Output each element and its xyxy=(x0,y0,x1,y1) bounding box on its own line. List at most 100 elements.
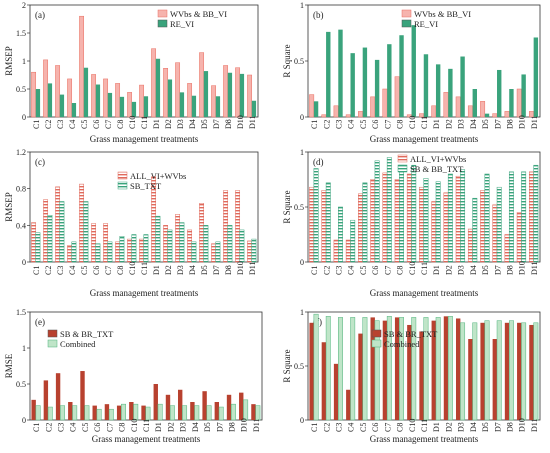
y-axis-label: RMSEP xyxy=(4,192,14,222)
bar-d-s1-C6 xyxy=(374,160,380,263)
panel-label: (b) xyxy=(313,10,324,20)
x-tick-label: D11 xyxy=(530,116,539,129)
bar-d-s1-D4 xyxy=(472,197,478,263)
bar-f-s0-C5 xyxy=(358,333,363,420)
y-tick-label: 1 xyxy=(22,344,26,353)
bar-f-s1-D11 xyxy=(533,322,539,421)
bar-a-s0-C10 xyxy=(127,92,133,118)
x-tick-label: D3 xyxy=(179,422,188,432)
bar-e-s1-D3 xyxy=(182,405,188,421)
bar-c-s1-D1 xyxy=(155,215,161,263)
bar-f-s1-C3 xyxy=(338,317,343,421)
x-axis-label: Grass management treatments xyxy=(90,134,199,144)
bar-c-s1-D10 xyxy=(239,229,245,263)
y-tick-label: 0 xyxy=(22,416,26,425)
x-tick-label: C3 xyxy=(335,266,344,275)
bar-e-s0-C7 xyxy=(104,404,110,420)
bar-d-s0-C10 xyxy=(406,173,412,263)
x-tick-label: C11 xyxy=(420,116,429,129)
x-tick-label: D5 xyxy=(203,422,212,432)
x-tick-label: C1 xyxy=(32,120,41,129)
x-tick-label: D4 xyxy=(188,119,197,129)
y-tick-label: 1 xyxy=(300,1,304,10)
x-tick-label: C1 xyxy=(32,423,41,432)
bar-d-s1-C3 xyxy=(338,206,343,263)
x-tick-label: D3 xyxy=(457,265,466,275)
bar-f-s0-D1 xyxy=(431,320,436,420)
x-tick-label: D1 xyxy=(432,265,441,275)
y-axis-label: RMSE xyxy=(4,353,14,378)
bar-b-s1-C4 xyxy=(350,53,355,117)
bar-a-s1-D2 xyxy=(167,79,173,117)
bar-c-s1-D3 xyxy=(179,222,185,263)
x-tick-label: D5 xyxy=(200,265,209,275)
bar-c-s0-D2 xyxy=(163,225,169,263)
bar-e-s0-D2 xyxy=(165,394,171,420)
bar-a-s1-D11 xyxy=(251,100,257,117)
x-tick-label: C10 xyxy=(408,116,417,129)
x-axis-label: Grass management treatments xyxy=(370,134,479,144)
x-tick-label: D2 xyxy=(444,265,453,275)
x-tick-label: D4 xyxy=(469,265,478,275)
x-tick-label: C11 xyxy=(140,262,149,275)
bar-c-s0-C1 xyxy=(31,222,37,263)
bar-e-s1-C6 xyxy=(96,408,102,421)
bar-f-s0-C6 xyxy=(370,317,375,420)
x-tick-label: D2 xyxy=(164,265,173,275)
bar-b-s0-C6 xyxy=(370,96,376,118)
x-tick-label: D3 xyxy=(457,119,466,129)
x-tick-label: C11 xyxy=(140,116,149,129)
bar-b-s1-C11 xyxy=(423,54,429,117)
bar-f-s1-C10 xyxy=(411,317,417,421)
bar-f-s0-C4 xyxy=(346,389,351,420)
x-tick-label: D8 xyxy=(505,422,514,432)
bar-f-s1-D3 xyxy=(460,322,466,421)
bar-f-s1-C5 xyxy=(362,317,368,421)
bar-e-s1-D2 xyxy=(169,405,175,421)
bar-e-s0-D5 xyxy=(202,391,207,420)
bar-d-s0-D4 xyxy=(467,228,473,263)
bar-d-s0-D1 xyxy=(431,201,437,263)
y-tick-label: 0 xyxy=(300,113,304,122)
legend-label: RE_VI xyxy=(414,19,438,29)
y-tick-label: 0 xyxy=(300,258,304,267)
x-tick-label: D8 xyxy=(505,119,514,129)
bar-c-s0-C11 xyxy=(139,238,145,263)
bar-a-s1-C3 xyxy=(59,94,65,117)
y-tick-label: 1 xyxy=(300,148,304,157)
x-tick-label: C10 xyxy=(128,262,137,275)
x-tick-label: D10 xyxy=(236,261,245,275)
bar-c-s0-D10 xyxy=(235,190,241,263)
legend-label: SB & BR_TXT xyxy=(60,329,114,339)
bar-f-s1-C2 xyxy=(325,316,331,421)
bar-c-s1-C2 xyxy=(47,215,53,263)
x-tick-label: D3 xyxy=(176,119,185,129)
bar-c-s0-D3 xyxy=(175,214,181,263)
x-tick-label: C3 xyxy=(335,423,344,432)
bar-d-s1-D1 xyxy=(435,181,441,263)
bar-c-s1-D5 xyxy=(203,225,209,263)
bar-f-s1-C4 xyxy=(350,317,356,421)
x-tick-label: C6 xyxy=(371,120,380,129)
bar-a-s0-C7 xyxy=(103,78,109,118)
x-tick-label: D11 xyxy=(530,419,539,432)
y-tick-label: 0.5 xyxy=(16,85,26,94)
bar-e-s0-D1 xyxy=(153,384,158,420)
bar-b-s0-D4 xyxy=(467,105,473,118)
x-tick-label: C1 xyxy=(310,423,319,432)
bar-d-s0-D5 xyxy=(480,190,486,263)
bar-a-s0-C8 xyxy=(115,83,121,118)
x-axis-label: Grass management treatments xyxy=(90,288,199,298)
bar-f-s1-D5 xyxy=(484,320,490,421)
bar-e-s0-D3 xyxy=(177,389,183,420)
bar-b-s1-C2 xyxy=(326,31,331,118)
bar-f-s0-C11 xyxy=(419,331,424,420)
bar-a-s1-C4 xyxy=(71,103,77,117)
bar-b-s0-D2 xyxy=(443,92,449,118)
x-tick-label: D8 xyxy=(224,119,233,129)
bar-b-s0-D1 xyxy=(431,105,437,118)
x-tick-label: D11 xyxy=(530,262,539,275)
